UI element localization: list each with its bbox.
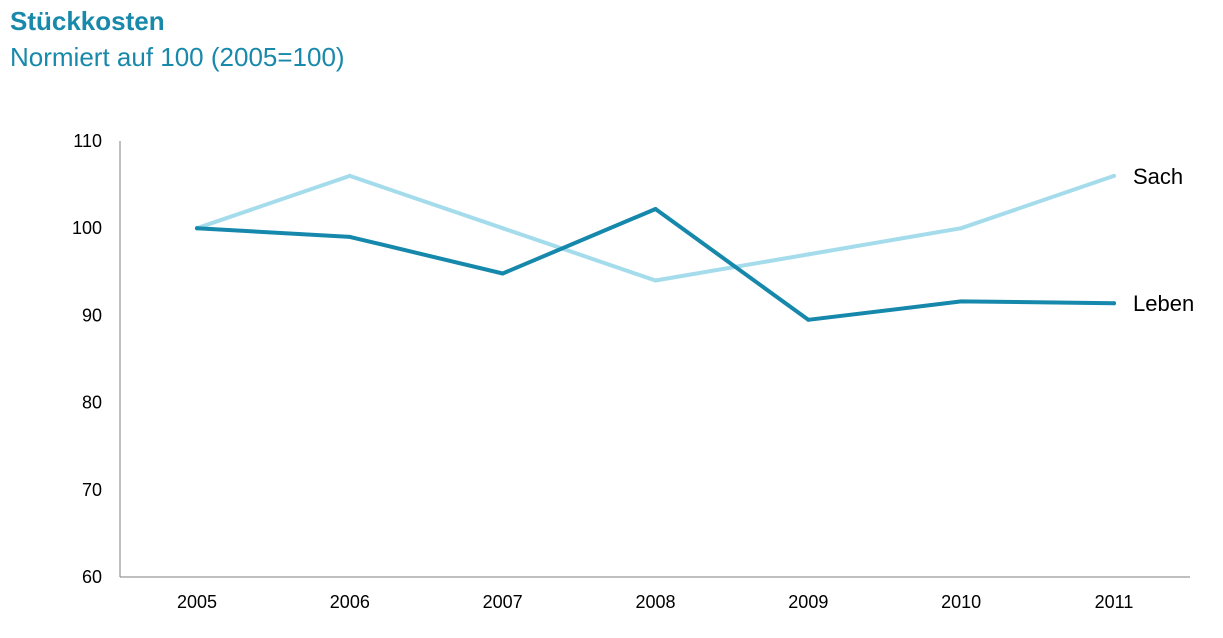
y-tick-label: 60	[82, 567, 102, 587]
data-point-leben	[806, 317, 811, 322]
x-tick-label: 2009	[788, 592, 828, 612]
data-point-sach	[1112, 173, 1116, 178]
data-point-leben	[1112, 301, 1116, 306]
axes	[119, 141, 1190, 578]
series-line-sach	[195, 173, 1116, 283]
data-point-leben	[653, 207, 658, 212]
y-tick-label: 90	[82, 305, 102, 325]
x-tick-label: 2007	[483, 592, 523, 612]
data-point-sach	[806, 252, 811, 257]
y-axis-ticks: 60 70 80 90 100 110	[72, 131, 102, 587]
data-point-sach	[347, 173, 352, 178]
data-point-sach	[653, 278, 658, 283]
x-tick-label: 2011	[1095, 592, 1134, 612]
series-group	[195, 173, 1116, 322]
data-point-sach	[959, 226, 964, 231]
data-point-leben	[500, 271, 505, 276]
x-tick-label: 2008	[635, 592, 675, 612]
chart-subtitle: Normiert auf 100 (2005=100)	[10, 42, 345, 72]
x-tick-label: 2005	[177, 592, 217, 612]
y-tick-label: 70	[82, 480, 102, 500]
x-tick-label: 2010	[941, 592, 981, 612]
data-point-sach	[500, 226, 505, 231]
series-line-leben	[195, 207, 1116, 322]
series-labels: Sach Leben	[1133, 164, 1194, 316]
data-point-leben	[195, 226, 199, 231]
chart-title: Stückkosten	[10, 6, 165, 36]
series-label-sach: Sach	[1133, 164, 1183, 189]
x-axis-ticks: 2005 2006 2007 2008 2009 2010 2011	[177, 592, 1133, 612]
y-tick-label: 80	[82, 393, 102, 413]
data-point-leben	[959, 299, 964, 304]
y-tick-label: 110	[73, 131, 102, 151]
data-point-leben	[347, 234, 352, 239]
series-label-leben: Leben	[1133, 291, 1194, 316]
x-tick-label: 2006	[330, 592, 370, 612]
y-tick-label: 100	[72, 218, 102, 238]
